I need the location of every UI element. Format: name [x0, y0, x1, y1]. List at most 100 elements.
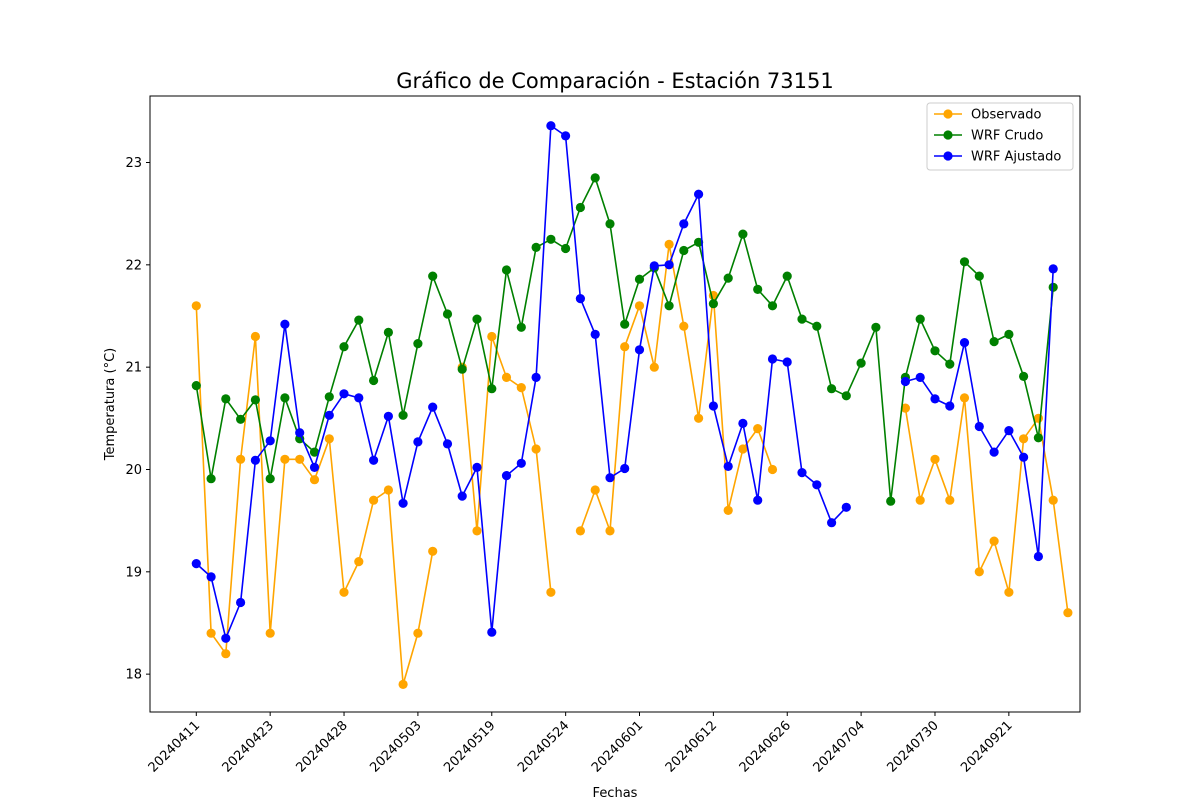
data-point	[428, 546, 438, 556]
data-point	[369, 375, 379, 386]
data-point	[472, 462, 482, 472]
series-line	[904, 397, 1069, 613]
data-point	[959, 393, 970, 403]
series-1	[191, 173, 1058, 506]
data-point	[398, 498, 408, 508]
data-point	[280, 319, 290, 329]
data-point	[516, 383, 526, 393]
data-point	[383, 327, 393, 337]
data-point	[827, 384, 837, 394]
data-point	[945, 401, 955, 411]
data-point	[782, 357, 792, 367]
data-point	[221, 394, 231, 404]
data-point	[206, 628, 216, 638]
data-point	[694, 413, 704, 423]
data-point	[915, 495, 925, 505]
data-point	[945, 495, 955, 505]
data-point	[620, 342, 630, 352]
data-point	[649, 261, 659, 271]
data-point	[664, 239, 674, 249]
data-point	[782, 271, 792, 281]
data-point	[841, 502, 851, 512]
data-point	[708, 401, 719, 411]
data-point	[280, 454, 290, 464]
data-point	[634, 301, 645, 311]
y-axis-label: Temperatura (°C)	[103, 348, 118, 461]
data-point	[1048, 495, 1058, 505]
data-point	[767, 301, 778, 311]
data-point	[442, 309, 453, 319]
data-point	[679, 321, 689, 331]
data-point	[309, 447, 320, 457]
data-point	[324, 434, 334, 444]
data-point	[930, 346, 940, 356]
data-point	[827, 518, 837, 528]
data-point	[428, 271, 438, 281]
data-point	[369, 455, 379, 465]
data-point	[590, 173, 600, 183]
data-point	[930, 394, 940, 404]
data-point	[1004, 587, 1014, 597]
data-point	[886, 496, 896, 506]
x-axis-label: Fechas	[593, 786, 638, 800]
data-point	[915, 372, 925, 382]
data-point	[959, 257, 970, 267]
data-point	[472, 526, 482, 536]
data-point	[265, 474, 275, 484]
data-point	[561, 243, 571, 254]
data-point	[738, 418, 748, 428]
data-point	[191, 381, 201, 391]
data-point	[236, 597, 246, 608]
data-point	[989, 337, 999, 347]
data-point	[590, 329, 600, 339]
series-layer	[191, 121, 1073, 690]
data-point	[501, 265, 512, 275]
data-point	[1048, 282, 1058, 292]
y-tick-label: 22	[125, 258, 142, 273]
series-line	[579, 243, 774, 532]
data-point	[575, 202, 586, 213]
legend-label: Observado	[971, 108, 1042, 123]
data-point	[605, 526, 615, 536]
data-point	[723, 505, 733, 515]
chart-title: Gráfico de Comparación - Estación 73151	[396, 69, 833, 93]
data-point	[797, 314, 807, 324]
data-point	[900, 376, 911, 387]
data-point	[989, 536, 999, 546]
data-point	[442, 439, 453, 449]
data-point	[546, 121, 556, 131]
data-point	[708, 299, 719, 309]
data-point	[280, 393, 290, 403]
data-point	[959, 338, 970, 348]
data-point	[457, 491, 467, 501]
y-tick-label: 21	[125, 361, 142, 376]
data-point	[974, 567, 984, 577]
data-point	[546, 234, 556, 244]
data-point	[324, 410, 334, 420]
data-point	[856, 358, 866, 368]
legend-box	[926, 102, 1074, 171]
data-point	[265, 436, 275, 446]
legend: Observado WRF Crudo WRF Ajustado	[926, 102, 1074, 171]
data-point	[516, 322, 526, 332]
data-point	[324, 392, 334, 402]
data-point	[841, 391, 851, 401]
data-point	[250, 395, 260, 405]
data-point	[501, 471, 512, 481]
data-point	[236, 414, 246, 424]
data-point	[605, 473, 615, 483]
data-point	[679, 219, 689, 229]
data-point	[634, 345, 645, 355]
data-point	[679, 245, 689, 256]
data-point	[487, 331, 497, 342]
data-point	[309, 462, 320, 472]
data-point	[812, 480, 822, 490]
data-point	[398, 679, 408, 690]
y-tick-label: 23	[125, 156, 142, 171]
data-point	[383, 485, 393, 495]
data-point	[989, 447, 999, 457]
data-point	[664, 301, 674, 311]
data-point	[339, 342, 349, 352]
data-point	[413, 628, 423, 638]
data-point	[634, 274, 645, 284]
